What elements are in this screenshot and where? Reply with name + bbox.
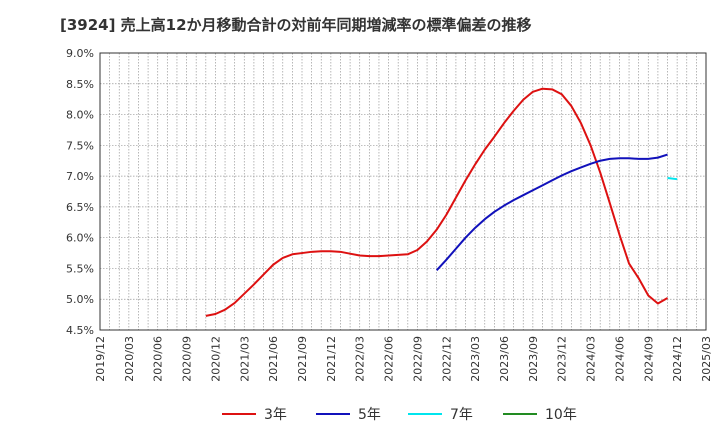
y-tick-label: 5.5%: [66, 262, 94, 275]
legend: 3年 5年 7年 10年: [222, 407, 577, 423]
series-line-2: [435, 153, 668, 271]
x-tick-label: 2023/06: [498, 336, 511, 382]
y-tick-label: 5.0%: [66, 293, 94, 306]
legend-label: 10年: [545, 407, 577, 423]
series-line-1: [205, 87, 669, 317]
y-tick-label: 8.0%: [66, 109, 94, 122]
x-tick-label: 2023/09: [527, 336, 540, 382]
x-tick-label: 2022/12: [440, 336, 453, 382]
chart-title: [3924] 売上高12か月移動合計の対前年同期増減率の標準偏差の推移: [60, 16, 532, 34]
series-line-3: [667, 176, 678, 181]
y-tick-label: 6.0%: [66, 232, 94, 245]
y-tick-label: 9.0%: [66, 47, 94, 60]
x-tick-label: 2023/03: [469, 336, 482, 382]
x-tick-label: 2019/12: [94, 336, 107, 382]
x-tick-label: 2022/06: [383, 336, 396, 382]
x-tick-label: 2021/03: [238, 336, 251, 382]
y-tick-label: 7.5%: [66, 139, 94, 152]
grid: [100, 53, 706, 330]
plot-lines: [205, 87, 678, 317]
x-tick-label: 2020/09: [181, 336, 194, 382]
x-tick-label: 2025/03: [700, 336, 713, 382]
x-tick-label: 2024/03: [585, 336, 598, 382]
x-tick-label: 2020/03: [123, 336, 136, 382]
x-tick-label: 2021/09: [296, 336, 309, 382]
x-tick-label: 2023/12: [556, 336, 569, 382]
x-tick-label: 2021/06: [267, 336, 280, 382]
x-tick-label: 2024/12: [671, 336, 684, 382]
x-tick-label: 2020/06: [152, 336, 165, 382]
x-tick-label: 2022/03: [354, 336, 367, 382]
y-tick-label: 8.5%: [66, 78, 94, 91]
y-tick-label: 6.5%: [66, 201, 94, 214]
x-tick-label: 2024/09: [642, 336, 655, 382]
y-tick-label: 7.0%: [66, 170, 94, 183]
legend-label: 5年: [358, 407, 381, 423]
x-tick-label: 2024/06: [613, 336, 626, 382]
plot-frame: [99, 52, 707, 331]
legend-label: 3年: [264, 407, 287, 423]
y-axis: 9.0% 8.5% 8.0% 7.5% 7.0% 6.5% 6.0% 5.5% 5.0% 4.5%: [66, 47, 94, 337]
x-tick-label: 2020/12: [209, 336, 222, 382]
x-axis: 2019/12 2020/03 2020/06 2020/09 2020/12 2021/…: [94, 336, 713, 382]
legend-label: 7年: [450, 407, 473, 423]
x-tick-label: 2022/09: [411, 336, 424, 382]
y-tick-label: 4.5%: [66, 324, 94, 337]
x-tick-label: 2021/12: [325, 336, 338, 382]
